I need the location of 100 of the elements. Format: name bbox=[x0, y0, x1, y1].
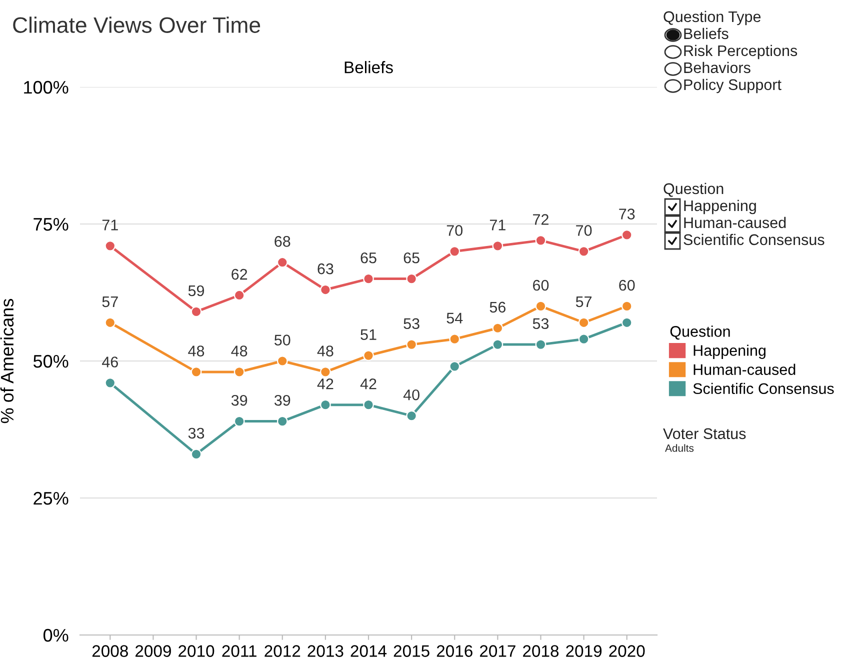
text: Question Type bbox=[664, 10, 761, 26]
point bbox=[492, 339, 504, 350]
data-label: 65 bbox=[404, 252, 420, 264]
text: Happening bbox=[684, 200, 756, 214]
y-tick-label: 100% bbox=[24, 80, 68, 94]
point bbox=[406, 273, 417, 284]
point bbox=[320, 399, 331, 410]
point bbox=[406, 339, 417, 350]
data-label: 57 bbox=[576, 296, 592, 308]
data-label: 46 bbox=[102, 356, 118, 368]
data-label: 33 bbox=[188, 428, 204, 439]
x-tick-label: 2009 bbox=[136, 645, 171, 657]
chart-title: Climate Views Over Time bbox=[13, 16, 260, 33]
point bbox=[190, 306, 202, 318]
point bbox=[234, 416, 245, 427]
data-label: 40 bbox=[403, 389, 420, 400]
text: Question bbox=[664, 182, 724, 197]
point bbox=[449, 334, 460, 344]
x-tick-label: 2020 bbox=[609, 645, 645, 657]
x-tick-label: 2008 bbox=[92, 645, 128, 657]
text: Human-caused bbox=[684, 216, 786, 228]
point bbox=[621, 300, 632, 312]
data-label: 48 bbox=[231, 346, 248, 356]
y-tick-label: 25% bbox=[34, 492, 68, 505]
y-tick-label: 50% bbox=[33, 354, 68, 368]
data-label: 71 bbox=[490, 220, 506, 230]
point bbox=[578, 334, 590, 344]
data-label: 73 bbox=[619, 208, 635, 220]
data-label: 65 bbox=[360, 252, 376, 264]
legend-label: Human-caused bbox=[694, 364, 796, 375]
point bbox=[276, 356, 288, 366]
data-label: 51 bbox=[360, 329, 376, 340]
data-label: 57 bbox=[102, 296, 118, 308]
data-label: 50 bbox=[274, 334, 290, 346]
data-label: 72 bbox=[533, 214, 548, 225]
point bbox=[276, 416, 288, 427]
text: Behaviors bbox=[684, 62, 750, 74]
point bbox=[621, 317, 632, 328]
point bbox=[234, 290, 245, 301]
point bbox=[190, 448, 202, 460]
data-label: 39 bbox=[274, 394, 290, 406]
point bbox=[320, 284, 331, 296]
data-label: 68 bbox=[274, 236, 290, 247]
text: Policy Support bbox=[684, 78, 782, 94]
point bbox=[363, 399, 374, 410]
x-tick-label: 2017 bbox=[480, 645, 516, 657]
data-label: 70 bbox=[576, 225, 592, 236]
x-tick-label: 2011 bbox=[222, 645, 256, 657]
point bbox=[234, 366, 245, 378]
data-label: 48 bbox=[188, 346, 204, 356]
data-label: 48 bbox=[317, 346, 334, 356]
text: Risk Perceptions bbox=[684, 44, 798, 60]
x-tick-label: 2016 bbox=[436, 645, 472, 657]
point bbox=[320, 366, 331, 378]
point bbox=[104, 317, 116, 328]
point bbox=[621, 230, 632, 240]
point bbox=[276, 256, 288, 268]
text: Scientific Consensus bbox=[684, 234, 824, 246]
point bbox=[104, 240, 116, 252]
text: Beliefs bbox=[684, 28, 728, 40]
point bbox=[104, 378, 116, 388]
chart-subtitle: Beliefs bbox=[344, 61, 393, 74]
x-tick-label: 2010 bbox=[178, 645, 214, 657]
data-label: 71 bbox=[102, 220, 118, 230]
data-label: 62 bbox=[232, 268, 248, 280]
x-tick-label: 2012 bbox=[264, 645, 300, 657]
legend-label: Scientific Consensus bbox=[693, 382, 834, 394]
point bbox=[578, 317, 590, 328]
text: Voter Status bbox=[663, 428, 746, 440]
data-label: 42 bbox=[317, 378, 334, 390]
point bbox=[492, 322, 504, 334]
data-label: 63 bbox=[318, 263, 334, 274]
point bbox=[449, 246, 460, 257]
legend-title: Question bbox=[670, 326, 730, 340]
x-tick-label: 2018 bbox=[523, 645, 559, 657]
point bbox=[449, 361, 460, 372]
data-label: 53 bbox=[532, 318, 549, 330]
text: Adults bbox=[665, 444, 694, 452]
x-tick-label: 2019 bbox=[566, 645, 602, 657]
x-tick-label: 2015 bbox=[394, 645, 430, 657]
x-tick-label: 2013 bbox=[308, 645, 344, 657]
y-tick-label: 0% bbox=[44, 628, 68, 642]
point bbox=[190, 366, 202, 378]
point bbox=[406, 410, 417, 422]
data-label: 60 bbox=[619, 280, 635, 291]
data-label: 42 bbox=[360, 378, 376, 390]
y-tick-label: 75% bbox=[34, 218, 68, 231]
legend-label: Happening bbox=[694, 344, 766, 359]
point bbox=[535, 300, 546, 312]
data-label: 56 bbox=[490, 302, 506, 313]
data-label: 53 bbox=[404, 318, 420, 330]
point bbox=[363, 273, 374, 284]
point bbox=[363, 350, 374, 361]
y-axis-title: % of Americans bbox=[0, 298, 14, 424]
point bbox=[535, 339, 546, 350]
data-label: 60 bbox=[533, 280, 549, 291]
data-label: 70 bbox=[446, 225, 463, 236]
point bbox=[578, 246, 590, 257]
data-label: 59 bbox=[188, 285, 204, 296]
data-label: 39 bbox=[231, 394, 248, 406]
